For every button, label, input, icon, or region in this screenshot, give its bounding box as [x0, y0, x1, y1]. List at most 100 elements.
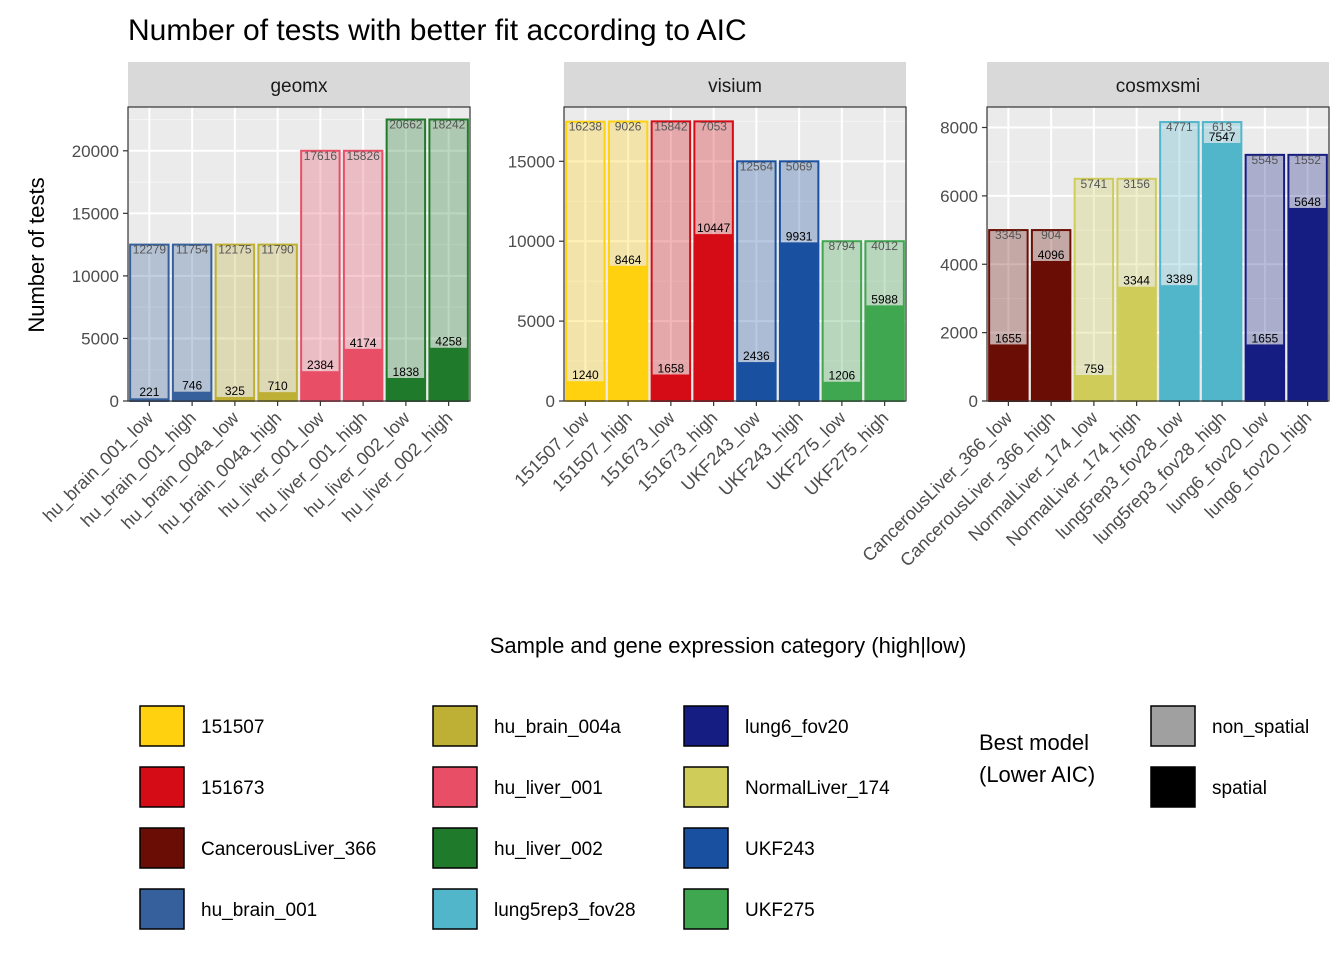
- bar-spatial: [865, 305, 904, 401]
- non-spatial-count-label: 12279: [133, 243, 167, 257]
- non-spatial-count-label: 4012: [871, 239, 898, 253]
- bar-non-spatial: [651, 121, 691, 375]
- spatial-count-label: 7547: [1209, 130, 1236, 144]
- legend-swatch: [683, 888, 729, 930]
- non-spatial-count-label: 7053: [700, 119, 727, 133]
- bar-spatial: [1031, 260, 1071, 401]
- legend-item-sample: hu_brain_004a: [432, 705, 621, 747]
- sample-legend: 151507 151673 CancerousLiver_366 hu_brain_0…: [139, 705, 890, 930]
- bar-spatial: [1074, 375, 1114, 401]
- non-spatial-count-label: 5545: [1252, 153, 1279, 167]
- non-spatial-count-label: 4771: [1166, 120, 1193, 134]
- legend-label: CancerousLiver_366: [201, 839, 376, 860]
- non-spatial-count-label: 11754: [176, 243, 209, 257]
- spatial-count-label: 4096: [1038, 248, 1065, 262]
- facet-panels: geomx 221 12279 746 11754 325 12175 710 11790 238…: [39, 62, 1330, 571]
- legend-swatch: [432, 766, 478, 808]
- y-tick-label: 2000: [940, 324, 978, 343]
- y-tick-label: 10000: [72, 267, 119, 286]
- non-spatial-count-label: 3345: [995, 228, 1022, 242]
- non-spatial-count-label: 3156: [1123, 177, 1150, 191]
- bar-non-spatial: [1288, 154, 1327, 208]
- bar-non-spatial: [1074, 178, 1114, 376]
- non-spatial-count-label: 613: [1212, 120, 1232, 134]
- legend-item-model: spatial: [1150, 766, 1267, 808]
- bar-spatial: [694, 234, 733, 401]
- legend-item-sample: 151673: [139, 766, 264, 808]
- bar-spatial: [343, 348, 383, 401]
- facet-panel-visium: visium 1240 16238 8464 9026 1658 15842 10447 705…: [508, 62, 907, 500]
- non-spatial-count-label: 16238: [569, 120, 603, 134]
- y-tick-label: 0: [110, 392, 119, 411]
- panel-border: [127, 106, 471, 402]
- non-spatial-count-label: 15826: [346, 149, 380, 163]
- legend-item-model: non_spatial: [1150, 705, 1309, 747]
- bar-non-spatial: [694, 121, 733, 235]
- x-axis-title: Sample and gene expression category (hig…: [490, 633, 967, 658]
- spatial-count-label: 3389: [1166, 272, 1193, 286]
- non-spatial-count-label: 1552: [1294, 153, 1321, 167]
- spatial-count-label: 4174: [350, 336, 377, 350]
- non-spatial-count-label: 17616: [304, 149, 338, 163]
- spatial-count-label: 1206: [829, 369, 856, 383]
- spatial-count-label: 1240: [572, 368, 599, 382]
- bar-spatial: [386, 378, 426, 401]
- y-tick-label: 5000: [517, 312, 555, 331]
- bar-non-spatial: [1160, 122, 1199, 286]
- y-tick-label: 4000: [940, 255, 978, 274]
- panel-border: [986, 106, 1330, 402]
- facet-strip-label: cosmxsmi: [1116, 76, 1200, 97]
- bar-spatial: [651, 374, 691, 401]
- legend-swatch: [1150, 705, 1196, 747]
- non-spatial-count-label: 9026: [615, 120, 642, 134]
- legend-label: 151507: [201, 717, 264, 738]
- bar-spatial: [429, 347, 468, 401]
- bar-spatial: [215, 396, 255, 401]
- legend-item-sample: lung6_fov20: [683, 705, 849, 747]
- legend-label: non_spatial: [1212, 717, 1309, 738]
- spatial-count-label: 5648: [1294, 195, 1321, 209]
- non-spatial-count-label: 5069: [786, 159, 813, 173]
- legend-label: UKF243: [745, 839, 815, 860]
- bar-spatial: [989, 344, 1028, 401]
- bar-spatial: [566, 381, 605, 401]
- facet-strip-label: geomx: [270, 76, 328, 97]
- legend-swatch: [432, 827, 478, 869]
- legend-swatch: [432, 705, 478, 747]
- spatial-count-label: 710: [268, 379, 288, 393]
- facet-panel-cosmxsmi: cosmxsmi 1655 3345 4096 904 759 5741 3344 3156 33…: [858, 62, 1330, 571]
- bar-spatial: [779, 242, 819, 401]
- spatial-count-label: 325: [225, 384, 245, 398]
- bar-spatial: [130, 398, 169, 401]
- non-spatial-count-label: 11790: [261, 243, 294, 257]
- facet-strip-label: visium: [708, 76, 762, 97]
- spatial-count-label: 1655: [995, 331, 1022, 345]
- bar-spatial: [258, 392, 297, 401]
- panel-background: [128, 107, 470, 401]
- spatial-count-label: 4258: [435, 335, 462, 349]
- model-legend-title-line1: Best model: [979, 730, 1089, 755]
- bar-non-spatial: [608, 121, 648, 266]
- y-tick-label: 0: [546, 392, 555, 411]
- legend-label: 151673: [201, 778, 264, 799]
- bar-non-spatial: [172, 244, 212, 392]
- non-spatial-count-label: 18242: [432, 118, 466, 132]
- legend-swatch: [432, 888, 478, 930]
- bar-non-spatial: [865, 241, 904, 306]
- legend-item-sample: 151507: [139, 705, 264, 747]
- non-spatial-count-label: 12175: [218, 243, 252, 257]
- legend-swatch: [683, 705, 729, 747]
- legend-label: hu_liver_002: [494, 839, 603, 860]
- y-tick-label: 15000: [72, 204, 119, 223]
- bar-non-spatial: [1031, 230, 1071, 261]
- facet-strip: [987, 62, 1329, 107]
- spatial-count-label: 746: [182, 379, 202, 393]
- legend-label: UKF275: [745, 900, 815, 921]
- legend-label: spatial: [1212, 778, 1267, 799]
- model-legend-title-line2: (Lower AIC): [979, 762, 1095, 787]
- non-spatial-count-label: 8794: [829, 239, 856, 253]
- y-tick-label: 20000: [72, 142, 119, 161]
- legend-swatch: [683, 766, 729, 808]
- non-spatial-count-label: 904: [1041, 228, 1061, 242]
- bar-non-spatial: [429, 119, 468, 348]
